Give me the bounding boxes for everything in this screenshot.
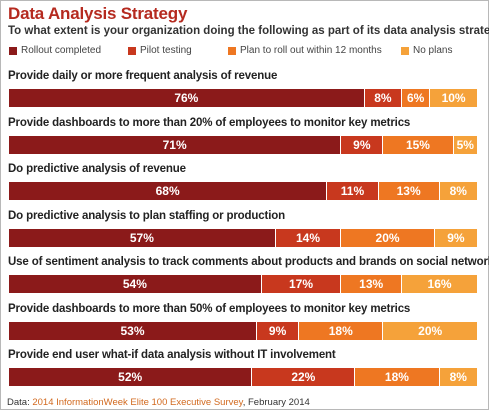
source-note: Data: 2014 InformationWeek Elite 100 Exe… <box>7 397 310 408</box>
question-label: Use of sentiment analysis to track comme… <box>8 256 489 268</box>
data-label: 16% <box>427 277 452 291</box>
bar-segment: 13% <box>341 275 403 293</box>
data-label: 57% <box>129 230 154 245</box>
data-label: 8% <box>449 184 467 198</box>
bar-segment: 20% <box>383 321 477 340</box>
bar-segment: 54% <box>9 275 262 293</box>
bar-segment: 10% <box>430 89 477 107</box>
legend-swatch <box>401 46 409 55</box>
data-label: 14% <box>295 230 321 245</box>
bar-segment: 9% <box>434 228 477 247</box>
question-label: Do predictive analysis of revenue <box>8 163 186 175</box>
bar-segment: 8% <box>439 368 477 386</box>
data-label: 13% <box>396 184 421 198</box>
bar-segment: 68% <box>9 182 328 200</box>
legend-swatch <box>228 46 236 55</box>
bar-segment: 53% <box>9 321 258 340</box>
data-label: 53% <box>120 323 145 338</box>
data-label: 20% <box>418 323 443 338</box>
bar-segment: 5% <box>453 135 477 154</box>
stacked-bar: 52% 22% 18% 8% <box>9 368 477 386</box>
legend-item: Rollout completed <box>9 45 101 56</box>
question-label: Provide end user what-if data analysis w… <box>8 349 336 361</box>
data-label: 11% <box>340 184 365 198</box>
data-label: 10% <box>441 91 466 105</box>
legend-item: Pilot testing <box>128 45 192 56</box>
question-label: Provide daily or more frequent analysis … <box>8 70 278 82</box>
legend-label: Pilot testing <box>140 45 192 56</box>
bar-segment: 8% <box>364 89 403 107</box>
bar-segment: 8% <box>439 182 477 200</box>
data-label: 9% <box>447 230 465 245</box>
data-label: 13% <box>359 277 384 291</box>
legend-swatch <box>128 46 136 55</box>
stacked-bar: 57% 14% 20% 9% <box>9 228 477 247</box>
data-label: 6% <box>406 91 425 105</box>
data-label: 18% <box>384 370 409 384</box>
bar-segment: 22% <box>252 368 356 386</box>
data-label: 8% <box>449 370 467 384</box>
bar-segment: 9% <box>341 135 384 154</box>
legend-label: No plans <box>413 45 453 56</box>
stacked-bar: 53% 9% 18% 20% <box>9 321 477 340</box>
bar-segment: 15% <box>383 135 454 154</box>
question-label: Provide dashboards to more than 50% of e… <box>8 302 411 315</box>
bar-segment: 52% <box>9 368 253 386</box>
question-label: Provide dashboards to more than 20% of e… <box>8 116 411 129</box>
bar-segment: 18% <box>355 368 440 386</box>
legend-item: No plans <box>401 45 452 56</box>
stacked-bar: 68% 11% 13% 8% <box>9 182 477 200</box>
data-label: 15% <box>405 137 430 152</box>
data-label: 68% <box>155 184 180 198</box>
data-label: 8% <box>374 91 392 105</box>
source-prefix: Data: <box>7 397 33 408</box>
legend-label: Rollout completed <box>21 45 102 56</box>
bar-segment: 14% <box>275 228 342 247</box>
source-name-link[interactable]: 2014 InformationWeek Elite 100 Executive… <box>32 397 243 408</box>
stacked-bar: 54% 17% 13% 16% <box>9 275 477 293</box>
data-label: 9% <box>268 323 287 338</box>
bar-segment: 18% <box>299 321 384 340</box>
question-label: Do predictive analysis to plan staffing … <box>8 209 286 222</box>
data-label: 54% <box>122 277 147 291</box>
legend: Rollout completed Pilot testing Plan to ro… <box>9 45 487 59</box>
bar-segment: 9% <box>257 321 300 340</box>
bar-segment: 71% <box>9 135 342 154</box>
bar-segment: 17% <box>261 275 342 293</box>
data-label: 5% <box>456 137 474 152</box>
data-label: 17% <box>288 277 313 291</box>
bar-segment: 13% <box>378 182 440 200</box>
bar-segment: 57% <box>9 228 276 247</box>
data-label: 22% <box>291 370 316 384</box>
data-label: 18% <box>328 323 353 338</box>
source-suffix: , February 2014 <box>242 397 310 408</box>
legend-item: Plan to roll out within 12 months <box>228 45 382 56</box>
legend-swatch <box>9 46 17 55</box>
chart-subtitle: To what extent is your organization doin… <box>8 25 489 37</box>
bar-segment: 11% <box>327 182 379 200</box>
bar-segment: 76% <box>9 89 365 107</box>
data-label: 52% <box>118 370 143 384</box>
data-label: 9% <box>353 137 371 152</box>
data-label: 71% <box>162 137 187 152</box>
legend-label: Plan to roll out within 12 months <box>240 45 382 56</box>
bar-segment: 16% <box>402 275 477 293</box>
data-label: 76% <box>174 91 199 105</box>
chart-title: Data Analysis Strategy <box>8 4 188 23</box>
bar-segment: 20% <box>341 228 435 247</box>
stacked-bar: 71% 9% 15% 5% <box>9 135 477 154</box>
bar-segment: 6% <box>402 89 431 107</box>
stacked-bar: 76% 8% 6% 10% <box>9 89 477 107</box>
data-label: 20% <box>375 230 400 245</box>
